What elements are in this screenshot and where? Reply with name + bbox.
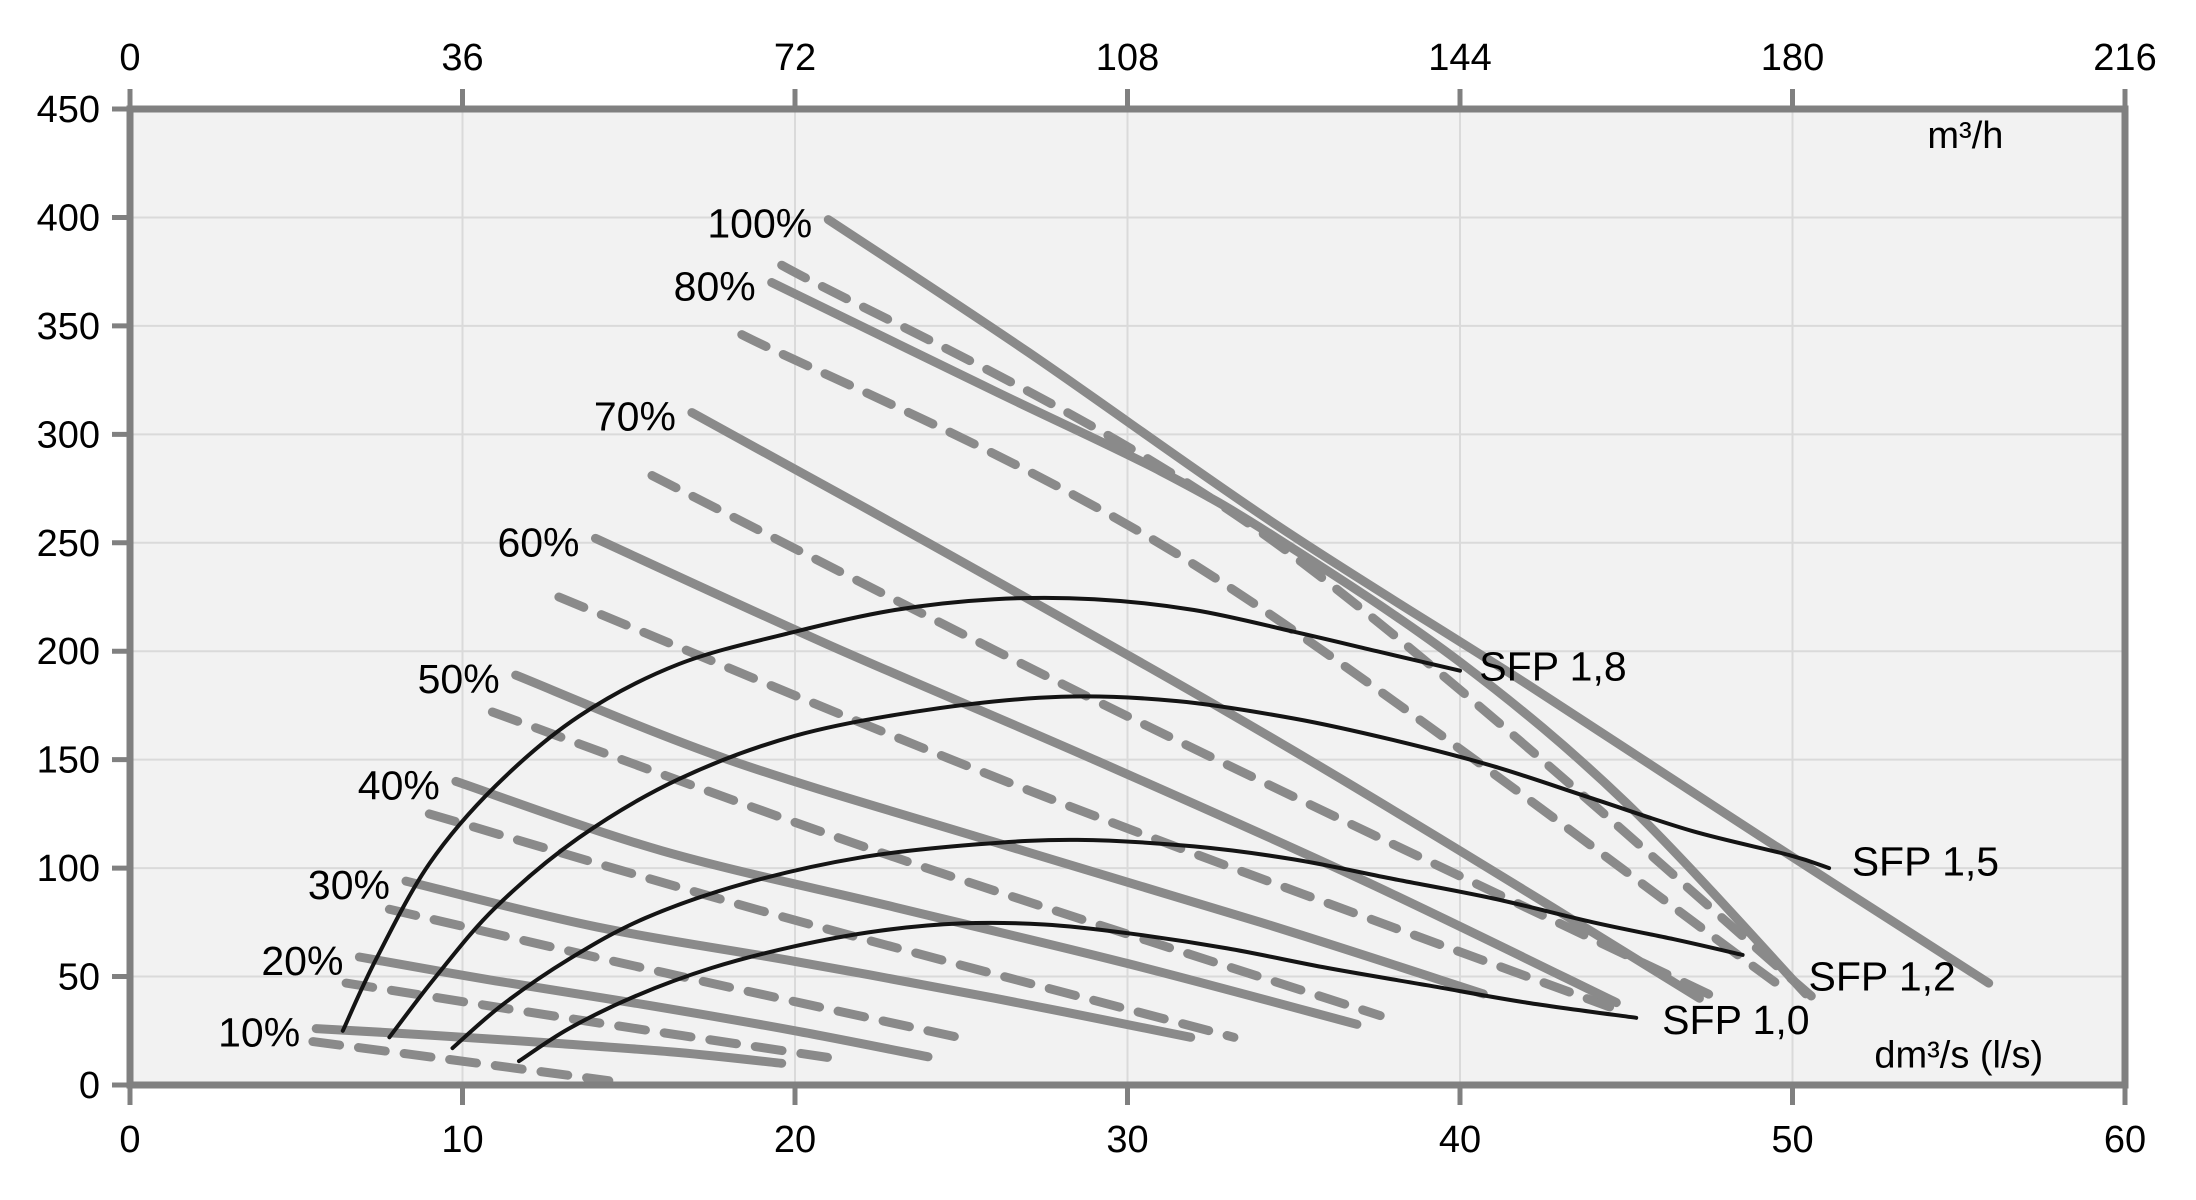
sfp-label-sfp-1-5: SFP 1,5 <box>1852 839 1999 885</box>
bottom-axis-tick-label: 60 <box>2104 1119 2146 1161</box>
fan-curve-solid-70pct <box>687 408 1704 1003</box>
top-axis-tick-label: 144 <box>1428 37 1491 79</box>
fan-curve-dashed-70pct <box>647 471 1718 1001</box>
sfp-label-sfp-1-2: SFP 1,2 <box>1808 954 1955 1000</box>
bottom-axis-unit-label: dm³/s (l/s) <box>1874 1035 2043 1077</box>
fan-curve-dashed-60pct <box>554 592 1615 1012</box>
fan-curve-dashed-100pct <box>777 260 1824 1008</box>
sfp-label-sfp-1-8: SFP 1,8 <box>1479 643 1626 689</box>
top-axis-tick-label: 180 <box>1761 37 1824 79</box>
left-axis-tick-label: 150 <box>37 740 100 782</box>
fan-curve-dashed-20pct <box>341 978 843 1064</box>
bottom-axis-tick-label: 50 <box>1771 1119 1813 1161</box>
left-axis-tick-label: 450 <box>37 89 100 131</box>
left-axis-tick-label: 100 <box>37 848 100 890</box>
fan-curve-label-20pct: 20% <box>261 938 343 984</box>
fan-curve-dashed-30pct <box>384 904 973 1044</box>
fan-curve-solid-30pct <box>401 876 1196 1042</box>
bottom-axis-tick-label: 40 <box>1439 1119 1481 1161</box>
fan-curve-label-50pct: 50% <box>418 656 500 702</box>
top-axis-unit-label: m³/h <box>1927 115 2003 157</box>
left-axis-tick-label: 50 <box>58 957 100 999</box>
bottom-axis-tick-label: 0 <box>119 1119 140 1161</box>
top-axis-tick-label: 108 <box>1096 37 1159 79</box>
fan-curve-solid-60pct <box>591 533 1621 1008</box>
fan-curve-solid-20pct <box>354 952 933 1062</box>
sfp-curve-sfp-1-8 <box>340 595 1462 1033</box>
top-axis-tick-label: 0 <box>119 37 140 79</box>
left-axis-tick-label: 250 <box>37 523 100 565</box>
fan-curve-dashed-40pct <box>424 809 1239 1042</box>
top-axis-tick-label: 72 <box>774 37 816 79</box>
fan-curve-label-80pct: 80% <box>674 264 756 310</box>
bottom-axis-tick-label: 30 <box>1106 1119 1148 1161</box>
fan-curve-dashed-80pct <box>737 330 1784 990</box>
left-axis-tick-label: 0 <box>79 1065 100 1107</box>
fan-curve-label-30pct: 30% <box>308 862 390 908</box>
top-axis-tick-label: 216 <box>2093 37 2156 79</box>
fan-curve-label-10pct: 10% <box>218 1010 300 1056</box>
left-axis-tick-label: 350 <box>37 306 100 348</box>
bottom-axis-tick-label: 20 <box>774 1119 816 1161</box>
left-axis-tick-label: 400 <box>37 197 100 239</box>
left-axis-tick-label: 300 <box>37 414 100 456</box>
sfp-curve-sfp-1-2 <box>450 837 1745 1051</box>
top-axis-tick-label: 36 <box>441 37 483 79</box>
fan-curve-label-40pct: 40% <box>358 762 440 808</box>
left-axis-tick-label: 200 <box>37 631 100 673</box>
fan-curve-dashed-50pct <box>487 707 1385 1021</box>
fan-curve-label-70pct: 70% <box>594 394 676 440</box>
sfp-curve-sfp-1-5 <box>387 694 1832 1040</box>
fan-curve-dashed-10pct <box>308 1037 614 1086</box>
sfp-curve-sfp-1-0 <box>517 920 1639 1064</box>
fan-curve-label-100pct: 100% <box>707 201 812 247</box>
fan-curve-solid-40pct <box>451 776 1362 1029</box>
fan-curve-label-60pct: 60% <box>497 519 579 565</box>
bottom-axis-tick-label: 10 <box>441 1119 483 1161</box>
sfp-label-sfp-1-0: SFP 1,0 <box>1662 997 1809 1043</box>
